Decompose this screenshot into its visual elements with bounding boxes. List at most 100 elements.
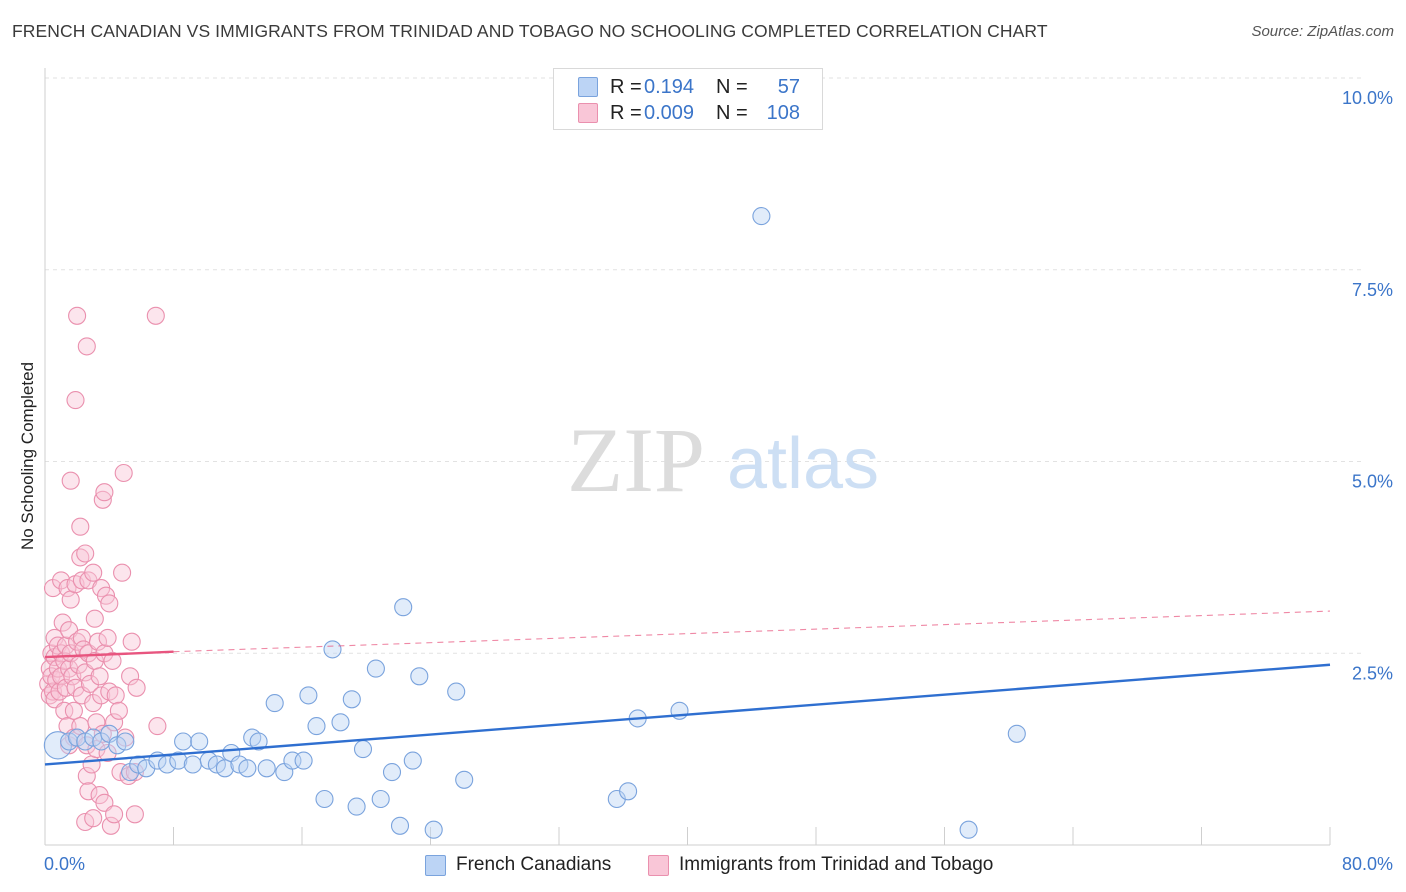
- point-french-canadian[interactable]: [299, 686, 318, 705]
- point-trinidad[interactable]: [101, 816, 120, 835]
- point-trinidad[interactable]: [53, 613, 72, 632]
- point-trinidad[interactable]: [77, 766, 96, 786]
- point-french-canadian[interactable]: [190, 732, 209, 751]
- trend-line-trinidad-extension: [173, 610, 1331, 653]
- point-trinidad[interactable]: [106, 686, 125, 705]
- point-french-canadian[interactable]: [382, 763, 402, 782]
- point-trinidad[interactable]: [85, 609, 104, 628]
- point-trinidad[interactable]: [93, 490, 112, 509]
- point-french-canadian[interactable]: [342, 690, 361, 709]
- point-trinidad[interactable]: [146, 306, 165, 325]
- point-trinidad[interactable]: [113, 563, 132, 582]
- point-trinidad[interactable]: [79, 644, 98, 663]
- point-trinidad[interactable]: [100, 594, 119, 613]
- point-french-canadian[interactable]: [315, 789, 334, 809]
- point-trinidad[interactable]: [105, 713, 124, 732]
- point-trinidad[interactable]: [148, 717, 167, 736]
- point-french-canadian[interactable]: [619, 782, 638, 801]
- point-french-canadian[interactable]: [257, 759, 276, 778]
- point-french-canadian[interactable]: [347, 797, 366, 816]
- point-french-canadian[interactable]: [410, 667, 429, 686]
- point-trinidad[interactable]: [98, 743, 117, 763]
- point-trinidad[interactable]: [82, 755, 101, 774]
- point-french-canadian[interactable]: [390, 816, 410, 835]
- point-trinidad[interactable]: [95, 483, 114, 502]
- point-trinidad[interactable]: [122, 632, 141, 651]
- point-french-canadian[interactable]: [183, 755, 202, 774]
- point-french-canadian[interactable]: [371, 789, 390, 809]
- point-trinidad[interactable]: [109, 701, 128, 720]
- point-french-canadian[interactable]: [249, 732, 268, 751]
- point-trinidad[interactable]: [93, 724, 112, 743]
- point-trinidad[interactable]: [66, 678, 85, 697]
- legend-label: Immigrants from Trinidad and Tobago: [679, 854, 994, 875]
- point-trinidad[interactable]: [88, 632, 108, 651]
- point-french-canadian[interactable]: [959, 820, 978, 839]
- x-tick-label-min: 0.0%: [44, 854, 85, 874]
- point-trinidad[interactable]: [90, 667, 109, 686]
- point-french-canadian[interactable]: [265, 694, 284, 713]
- y-tick-label: 7.5%: [1352, 280, 1393, 300]
- point-trinidad[interactable]: [127, 678, 146, 697]
- grid-lines: [45, 77, 1365, 654]
- point-french-canadian[interactable]: [455, 770, 474, 789]
- point-french-canadian[interactable]: [323, 640, 342, 659]
- stats-legend: R = 0.194 N = 57 R = 0.009 N = 108: [553, 68, 823, 130]
- point-trinidad[interactable]: [55, 701, 74, 720]
- point-trinidad[interactable]: [84, 563, 103, 582]
- legend-n-label: N =: [716, 75, 748, 98]
- point-french-canadian[interactable]: [394, 598, 413, 617]
- legend-r-value: 0.194: [644, 75, 695, 98]
- point-french-canadian[interactable]: [403, 751, 422, 770]
- trend-lines: [44, 610, 1331, 766]
- point-trinidad[interactable]: [66, 391, 85, 410]
- point-french-canadian[interactable]: [238, 759, 257, 778]
- point-trinidad[interactable]: [76, 544, 95, 563]
- series-legend: French Canadians Immigrants from Trinida…: [0, 851, 1406, 879]
- point-french-canadian[interactable]: [215, 759, 234, 778]
- point-trinidad[interactable]: [103, 651, 122, 670]
- point-trinidad[interactable]: [68, 306, 87, 325]
- point-trinidad[interactable]: [56, 678, 75, 697]
- point-french-canadian[interactable]: [752, 207, 771, 226]
- legend-n-value: 108: [766, 101, 800, 124]
- point-french-canadian[interactable]: [447, 682, 466, 701]
- point-trinidad[interactable]: [105, 805, 124, 824]
- point-french-canadian[interactable]: [353, 740, 373, 759]
- point-french-canadian[interactable]: [116, 732, 135, 751]
- point-french-canadian[interactable]: [307, 717, 326, 736]
- trend-line-trinidad: [44, 650, 174, 659]
- axes: [44, 68, 1331, 846]
- point-french-canadian[interactable]: [169, 751, 188, 770]
- point-trinidad[interactable]: [114, 463, 133, 483]
- watermark-zip: ZIP: [567, 409, 705, 511]
- point-french-canadian[interactable]: [424, 820, 443, 839]
- point-trinidad[interactable]: [61, 471, 80, 490]
- point-trinidad[interactable]: [95, 793, 114, 812]
- trend-line-french-canadians: [44, 663, 1331, 766]
- point-trinidad[interactable]: [77, 337, 96, 356]
- point-trinidad[interactable]: [87, 713, 106, 732]
- point-trinidad[interactable]: [79, 782, 98, 801]
- point-trinidad[interactable]: [80, 674, 100, 693]
- y-tick-label: 5.0%: [1352, 472, 1393, 492]
- point-french-canadian[interactable]: [43, 731, 73, 760]
- point-trinidad[interactable]: [125, 805, 144, 824]
- legend-item-french-canadians[interactable]: French Canadians: [425, 851, 611, 879]
- point-french-canadian[interactable]: [294, 751, 313, 770]
- point-trinidad[interactable]: [84, 809, 103, 828]
- legend-n-label: N =: [716, 101, 748, 124]
- point-trinidad[interactable]: [121, 667, 140, 686]
- point-trinidad[interactable]: [64, 701, 83, 720]
- point-french-canadian[interactable]: [174, 732, 193, 751]
- legend-r-label: R =: [610, 75, 642, 98]
- point-french-canadian[interactable]: [331, 713, 350, 732]
- point-trinidad[interactable]: [98, 628, 117, 647]
- point-french-canadian[interactable]: [1007, 724, 1026, 743]
- point-french-canadian[interactable]: [366, 659, 385, 678]
- point-trinidad[interactable]: [71, 517, 90, 536]
- legend-swatch-blue: [578, 77, 598, 97]
- legend-item-trinidad[interactable]: Immigrants from Trinidad and Tobago: [648, 851, 993, 879]
- point-trinidad[interactable]: [61, 590, 80, 609]
